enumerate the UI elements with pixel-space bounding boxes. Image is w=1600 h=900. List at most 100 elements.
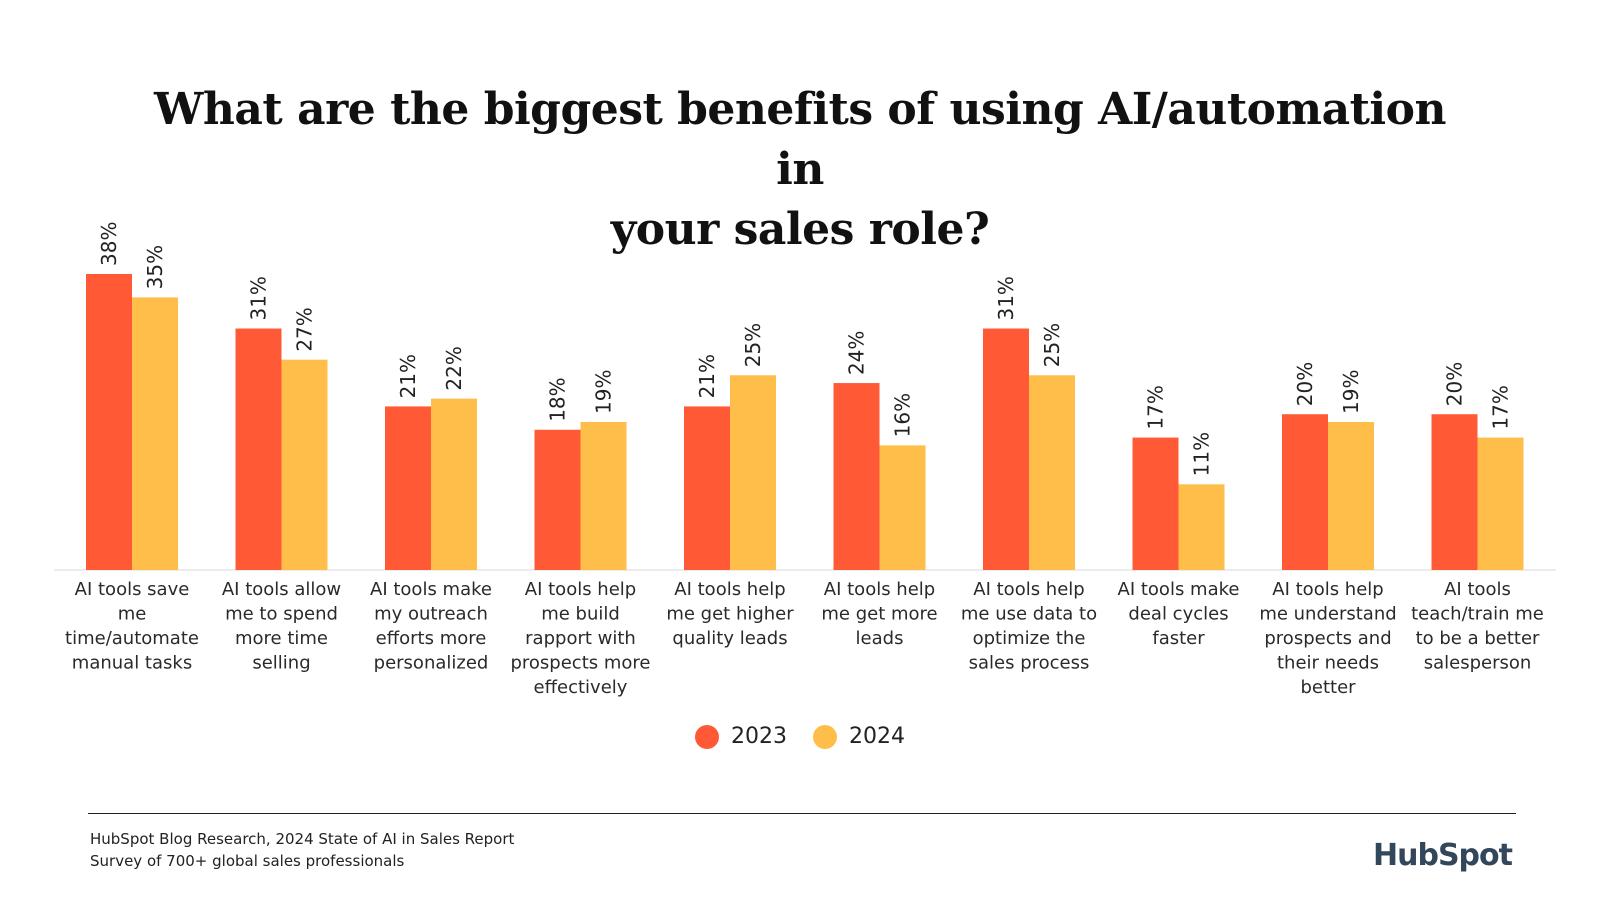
legend-item-2023: 2023 — [695, 724, 787, 749]
legend-label-2024: 2024 — [849, 724, 905, 749]
bar-value-label-2023-2: 31% — [247, 276, 271, 320]
category-label-9: AI tools help me understand prospects and t… — [1259, 579, 1396, 698]
bar-value-label-2024-7: 25% — [1040, 323, 1064, 367]
category-label-line: me get higher — [666, 604, 794, 625]
category-label-4: AI tools help me build rapport with prospec… — [510, 579, 650, 698]
bar-value-label-2023-1: 38% — [97, 222, 121, 266]
category-label-line: prospects and — [1264, 628, 1391, 649]
bar-2024-9 — [1328, 422, 1374, 570]
category-label-line: time/automate — [65, 628, 199, 649]
category-label-line: optimize the — [973, 628, 1086, 649]
hubspot-logo: HubSpot — [1373, 838, 1513, 873]
bar-2023-8 — [1132, 437, 1179, 570]
bar-2023-2 — [235, 328, 282, 570]
category-label-line: AI tools save — [75, 579, 190, 600]
bar-2024-7 — [1029, 375, 1075, 570]
bar-value-label-2023-3: 21% — [396, 354, 420, 398]
category-label-line: me to spend — [225, 604, 338, 625]
category-label-10: AI tools teach/train me to be a better sale… — [1411, 579, 1544, 674]
category-label-line: me get more — [821, 604, 937, 625]
category-label-line: faster — [1152, 628, 1205, 649]
chart-legend: 2023 2024 — [0, 724, 1600, 749]
bar-2023-10 — [1431, 414, 1478, 570]
bar-value-label-2024-2: 27% — [293, 307, 317, 351]
source-line-2: Survey of 700+ global sales professional… — [90, 852, 405, 870]
category-label-line: me build — [541, 604, 620, 625]
category-label-line: AI tools help — [525, 579, 636, 600]
category-label-line: me understand — [1259, 604, 1396, 625]
bar-chart: 38% 35% AI tools save me time/automate manual… — [54, 222, 1556, 698]
bar-2023-4 — [534, 429, 581, 570]
bar-value-label-2023-5: 21% — [695, 354, 719, 398]
category-label-line: their needs — [1277, 653, 1379, 674]
bar-2023-9 — [1282, 414, 1328, 570]
bar-value-label-2024-5: 25% — [741, 323, 765, 367]
category-label-5: AI tools help me get higher quality leads — [666, 579, 794, 649]
bar-value-label-2023-7: 31% — [994, 276, 1018, 320]
category-label-line: AI tools help — [674, 579, 785, 600]
category-label-line: rapport with — [525, 628, 636, 649]
legend-swatch-2024 — [813, 724, 837, 749]
bar-2024-5 — [730, 375, 776, 570]
category-label-line: AI tools help — [824, 579, 935, 600]
category-label-line: AI tools help — [1272, 579, 1383, 600]
footer-divider — [88, 813, 1516, 814]
category-label-line: teach/train me — [1411, 604, 1544, 625]
bar-2023-7 — [983, 328, 1029, 570]
chart-title: What are the biggest benefits of using A… — [150, 80, 1450, 260]
category-label-line: manual tasks — [72, 653, 192, 674]
footer-source: HubSpot Blog Research, 2024 State of AI … — [90, 828, 514, 872]
bar-2024-1 — [132, 297, 178, 570]
bar-value-label-2024-4: 19% — [592, 370, 616, 414]
bar-2024-10 — [1477, 437, 1524, 570]
category-label-line: selling — [252, 653, 310, 674]
bar-2024-8 — [1178, 484, 1225, 570]
bar-value-label-2023-9: 20% — [1293, 362, 1317, 406]
category-label-1: AI tools save me time/automate manual tasks — [65, 579, 199, 674]
category-label-line: me — [118, 604, 147, 625]
category-label-line: AI tools — [1444, 579, 1511, 600]
bar-value-label-2024-9: 19% — [1339, 370, 1363, 414]
category-label-line: me use data to — [961, 604, 1097, 625]
bar-value-label-2024-8: 11% — [1190, 432, 1214, 476]
bar-value-label-2023-4: 18% — [546, 377, 570, 421]
source-line-1: HubSpot Blog Research, 2024 State of AI … — [90, 830, 515, 848]
bar-value-label-2023-10: 20% — [1443, 362, 1467, 406]
bar-2023-5 — [684, 406, 730, 570]
category-label-6: AI tools help me get more leads — [821, 579, 937, 649]
legend-item-2024: 2024 — [813, 724, 905, 749]
legend-label-2023: 2023 — [731, 724, 787, 749]
category-label-line: more time — [235, 628, 328, 649]
category-label-8: AI tools make deal cycles faster — [1118, 579, 1240, 649]
chart-title-line-1: What are the biggest benefits of using A… — [154, 84, 1446, 195]
category-label-line: AI tools allow — [222, 579, 341, 600]
category-label-line: AI tools help — [973, 579, 1084, 600]
bar-value-label-2024-3: 22% — [442, 346, 466, 390]
bar-2024-3 — [431, 398, 477, 570]
category-label-7: AI tools help me use data to optimize the s… — [961, 579, 1097, 674]
category-label-line: AI tools make — [370, 579, 492, 600]
category-label-line: AI tools make — [1118, 579, 1240, 600]
category-label-2: AI tools allow me to spend more time sellin… — [222, 579, 341, 674]
legend-swatch-2023 — [695, 724, 719, 749]
category-label-line: leads — [856, 628, 904, 649]
bar-value-label-2023-8: 17% — [1144, 385, 1168, 429]
bar-2023-1 — [86, 274, 132, 570]
bar-2024-2 — [281, 359, 328, 570]
category-label-line: to be a better — [1416, 628, 1540, 649]
bar-value-label-2024-1: 35% — [143, 245, 167, 289]
bar-2024-4 — [580, 422, 627, 570]
category-label-3: AI tools make my outreach efforts more pers… — [370, 579, 492, 674]
category-label-line: personalized — [374, 653, 489, 674]
category-label-line: my outreach — [374, 604, 488, 625]
category-label-line: quality leads — [672, 628, 787, 649]
category-label-line: sales process — [969, 653, 1090, 674]
category-label-line: efforts more — [376, 628, 487, 649]
bar-value-label-2023-6: 24% — [845, 331, 869, 375]
bar-2023-6 — [833, 383, 880, 570]
category-label-line: deal cycles — [1128, 604, 1228, 625]
category-label-line: effectively — [534, 677, 628, 698]
category-label-line: prospects more — [510, 653, 650, 674]
category-label-line: salesperson — [1424, 653, 1532, 674]
chart-title-line-2: your sales role? — [610, 204, 990, 255]
